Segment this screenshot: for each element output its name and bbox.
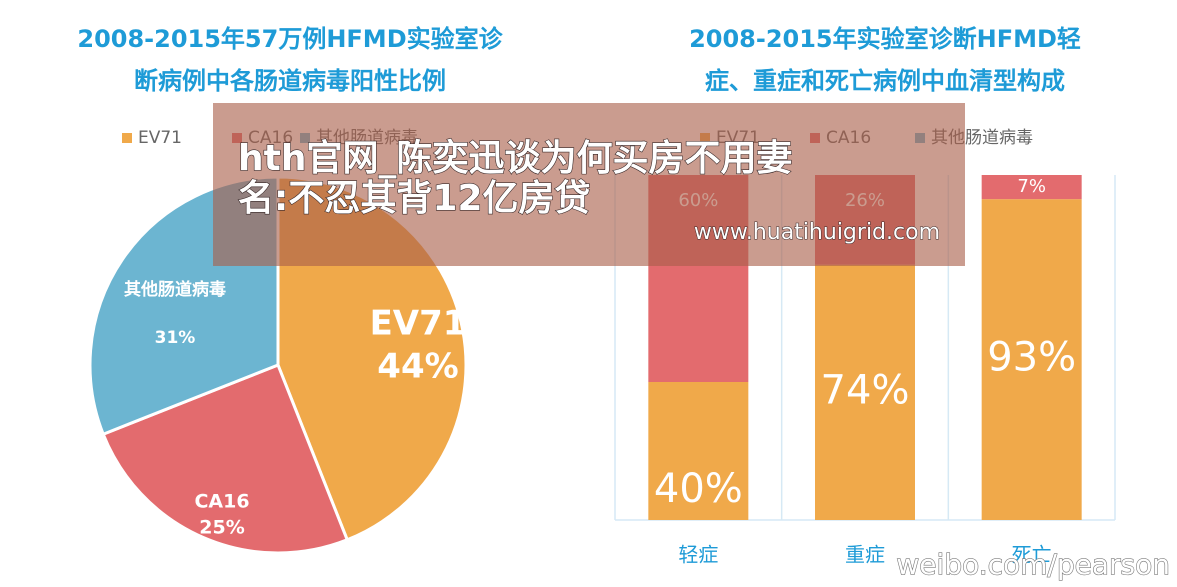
bar-value-label: 7% (1017, 176, 1046, 197)
slice-label: CA16 (194, 491, 249, 513)
slice-value-label: 31% (155, 328, 196, 348)
overlay-banner (213, 103, 965, 266)
bar-value-label: 40% (654, 466, 743, 512)
legend-swatch (122, 133, 132, 143)
bar-segment (815, 264, 915, 520)
bar-value-label: 93% (987, 335, 1076, 381)
chart-title: 2008-2015年57万例HFMD实验室诊 (77, 25, 503, 53)
pie-slice (101, 363, 350, 555)
slice-value-label: 25% (199, 517, 244, 539)
chart-title: 2008-2015年实验室诊断HFMD轻 (689, 25, 1081, 53)
chart-title: 症、重症和死亡病例中血清型构成 (705, 67, 1065, 95)
x-tick-label: 轻症 (678, 543, 718, 567)
slice-label: 其他肠道病毒 (124, 279, 226, 300)
slice-value-label: 44% (377, 347, 458, 387)
slice-label: EV71 (370, 304, 467, 344)
bar-segment (981, 175, 1082, 200)
x-tick-label: 重症 (845, 543, 885, 567)
bar-value-label: 74% (821, 367, 910, 413)
overlay-headline: hth官网_陈奕迅谈为何买房不用妻 (238, 137, 792, 179)
overlay-url: www.huatihuigrid.com (694, 220, 940, 245)
bar-segment (648, 382, 749, 520)
x-tick-label: 死亡 (1012, 543, 1052, 567)
overlay-headline: 名:不忍其背12亿房贷 (238, 178, 591, 219)
legend-label: EV71 (138, 128, 182, 148)
bar-segment (981, 199, 1082, 520)
watermark: weibo.com/pearson (896, 548, 1170, 581)
chart-title: 断病例中各肠道病毒阳性比例 (134, 67, 446, 95)
